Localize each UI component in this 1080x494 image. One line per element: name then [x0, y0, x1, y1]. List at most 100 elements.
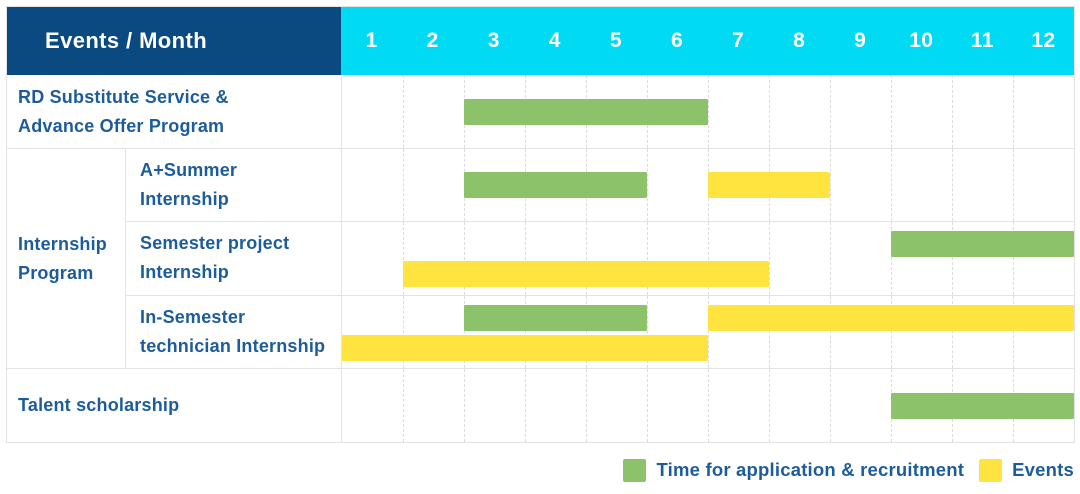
month-gridline: [769, 295, 770, 368]
month-header-7: 7: [732, 29, 744, 52]
group-label-internship-program: Internship Program: [7, 149, 125, 368]
gantt-table: Events / Month 1 2 3 4 5 6 7 8 9 10 11 12 RD Substi…: [6, 6, 1075, 443]
row-label-line: In-Semester: [140, 306, 246, 327]
chart-cell-a-summer-internship: [341, 149, 1074, 222]
month-gridline: [708, 369, 709, 442]
row-label-in-semester-technician-internship: In-Semester technician Internship: [125, 295, 341, 368]
month-gridline: [1013, 222, 1014, 295]
row-talent-scholarship: Talent scholarship: [7, 368, 1074, 442]
month-header-2: 2: [426, 29, 439, 52]
month-gridline: [769, 222, 770, 295]
month-gridline: [830, 369, 831, 442]
gantt-bar-green: [464, 304, 647, 331]
chart-cell-in-semester-technician-internship: [341, 295, 1074, 368]
month-gridline: [403, 295, 404, 368]
month-gridline: [708, 222, 709, 295]
gantt-bar-green: [464, 98, 708, 125]
row-label-line: technician Internship: [140, 335, 326, 356]
month-gridline: [891, 295, 892, 368]
month-gridline: [647, 295, 648, 368]
gantt-bar-yellow: [708, 304, 1074, 331]
gantt-bar-yellow: [342, 334, 708, 361]
row-rd-substitute: RD Substitute Service & Advance Offer Pr…: [7, 75, 1074, 148]
month-header-12: 12: [1031, 29, 1056, 52]
group-label-line: Internship: [18, 233, 108, 254]
row-label-line: Internship: [140, 262, 230, 283]
legend: Time for application & recruitment Event…: [623, 452, 1074, 488]
month-gridline: [1013, 149, 1014, 222]
month-gridline: [586, 295, 587, 368]
month-gridline: [403, 75, 404, 148]
row-label-a-summer-internship: A+Summer Internship: [125, 149, 341, 222]
legend-label-events: Events: [1012, 459, 1074, 480]
group-internship-program: Internship Program A+Summer Internship S…: [7, 148, 1074, 368]
month-header-1: 1: [365, 29, 378, 52]
month-gridline: [830, 295, 831, 368]
month-header-4: 4: [548, 29, 561, 52]
month-header-9: 9: [854, 29, 867, 52]
month-header-8: 8: [793, 29, 806, 52]
month-gridline: [586, 222, 587, 295]
month-gridline: [647, 222, 648, 295]
legend-label-recruitment: Time for application & recruitment: [656, 459, 965, 480]
month-header-11: 11: [970, 29, 994, 52]
month-gridline: [464, 369, 465, 442]
month-gridline: [1013, 75, 1014, 148]
events-month-header: Events / Month: [7, 7, 341, 75]
month-gridline: [952, 295, 953, 368]
legend-swatch-yellow: [979, 458, 1003, 482]
month-header-6: 6: [670, 29, 683, 52]
row-label-line: Internship: [140, 189, 230, 210]
row-label-line: RD Substitute Service &: [18, 86, 229, 107]
month-gridline: [586, 369, 587, 442]
month-gridline: [769, 369, 770, 442]
month-gridline: [403, 149, 404, 222]
legend-swatch-green: [623, 458, 647, 482]
row-label-semester-project-internship: Semester project Internship: [125, 222, 341, 295]
month-gridline: [952, 75, 953, 148]
gantt-bar-yellow: [708, 172, 830, 199]
chart-cell-rd-substitute: [341, 75, 1074, 148]
month-gridline: [952, 149, 953, 222]
row-label-line: Advance Offer Program: [18, 115, 225, 136]
month-header-row: 1 2 3 4 5 6 7 8 9 10 11 12: [341, 7, 1074, 75]
month-gridline: [830, 149, 831, 222]
row-in-semester-technician-internship: In-Semester technician Internship: [125, 294, 1074, 368]
month-gridline: [952, 222, 953, 295]
month-header-5: 5: [609, 29, 622, 52]
row-label-line: Semester project: [140, 233, 290, 254]
month-gridline: [525, 369, 526, 442]
month-header-3: 3: [487, 29, 500, 52]
legend-item-events: Events: [979, 458, 1074, 482]
row-label-talent-scholarship: Talent scholarship: [7, 369, 341, 442]
row-label-line: Talent scholarship: [18, 395, 180, 415]
month-gridline: [647, 369, 648, 442]
gantt-bar-green: [891, 231, 1074, 258]
month-gridline: [647, 149, 648, 222]
month-gridline: [525, 222, 526, 295]
month-gridline: [525, 295, 526, 368]
month-gridline: [891, 75, 892, 148]
month-gridline: [708, 295, 709, 368]
month-gridline: [891, 149, 892, 222]
row-semester-project-internship: Semester project Internship: [125, 221, 1074, 295]
group-rows: A+Summer Internship Semester project Int…: [125, 149, 1074, 368]
month-gridline: [830, 222, 831, 295]
month-header-10: 10: [909, 29, 934, 52]
month-gridline: [830, 75, 831, 148]
chart-cell-talent-scholarship: [341, 369, 1074, 442]
gantt-bar-yellow: [403, 261, 769, 288]
table-header-row: Events / Month 1 2 3 4 5 6 7 8 9 10 11 12: [7, 7, 1074, 75]
group-label-line: Program: [18, 262, 94, 283]
gantt-bar-green: [464, 172, 647, 199]
month-gridline: [403, 222, 404, 295]
legend-item-recruitment: Time for application & recruitment: [623, 458, 965, 482]
row-label-rd-substitute: RD Substitute Service & Advance Offer Pr…: [7, 75, 341, 148]
month-gridline: [403, 369, 404, 442]
row-label-line: A+Summer: [140, 160, 238, 181]
row-a-summer-internship: A+Summer Internship: [125, 149, 1074, 222]
table-body: RD Substitute Service & Advance Offer Pr…: [7, 75, 1074, 442]
month-gridline: [1013, 295, 1014, 368]
gantt-bar-green: [891, 392, 1074, 419]
